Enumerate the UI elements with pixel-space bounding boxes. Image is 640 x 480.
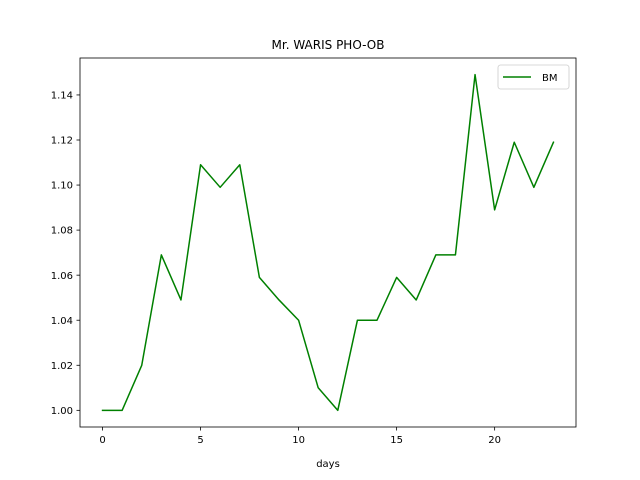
x-tick-label: 15 [390,435,403,446]
legend-label: BM [542,73,558,84]
x-tick-label: 10 [292,435,305,446]
legend: BM [497,64,570,90]
plot-area [79,57,577,428]
x-axis-label: days [316,459,340,470]
y-tick-label: 1.02 [51,361,73,372]
y-tick-label: 1.04 [51,316,73,327]
x-tick-label: 20 [488,435,501,446]
chart-title: Mr. WARIS PHO-OB [272,38,385,52]
y-tick-label: 1.06 [51,271,73,282]
y-tick-label: 1.08 [51,226,73,237]
y-tick-label: 1.14 [51,91,73,102]
x-axis-ticks: 0 5 10 15 20 [99,427,501,446]
y-tick-label: 1.12 [51,136,73,147]
y-tick-label: 1.00 [51,406,73,417]
legend-box [497,64,570,90]
x-tick-label: 5 [197,435,203,446]
x-tick-label: 0 [99,435,105,446]
series-line-0 [101,73,555,412]
y-tick-label: 1.10 [51,181,73,192]
y-axis-ticks: 1.00 1.02 1.04 1.06 1.08 1.10 1.12 1.14 [51,91,80,417]
axes-frame [79,57,577,428]
